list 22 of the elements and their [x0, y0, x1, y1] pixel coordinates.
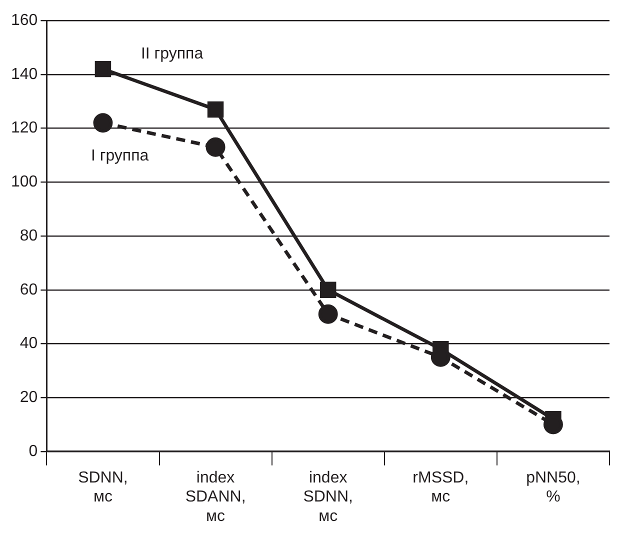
x-tick-label: pNN50, %	[526, 469, 580, 506]
y-tick-label: 20	[20, 388, 38, 406]
x-tick-label: SDNN, мс	[78, 469, 128, 506]
point	[93, 113, 113, 133]
series-label: II группа	[140, 45, 204, 62]
x-tick-label: index SDNN, мс	[303, 469, 353, 525]
y-tick-label: 60	[20, 281, 38, 298]
y-tick-label: 140	[10, 66, 38, 83]
series-label: I группа	[90, 147, 149, 164]
y-tick-label: 80	[20, 227, 38, 244]
point	[94, 60, 112, 78]
x-tick-label: index SDANN, мс	[185, 469, 246, 525]
y-tick-label: 160	[10, 12, 38, 30]
point	[206, 137, 226, 157]
y-tick-label: 100	[10, 174, 38, 191]
point	[207, 101, 224, 118]
y-tick-label: 40	[20, 335, 38, 352]
y-tick-label: 120	[10, 120, 38, 137]
point	[320, 282, 336, 298]
y-tick-label: 0	[28, 442, 38, 460]
point	[318, 304, 338, 324]
x-tick-label: rMSSD, мс	[412, 469, 469, 506]
